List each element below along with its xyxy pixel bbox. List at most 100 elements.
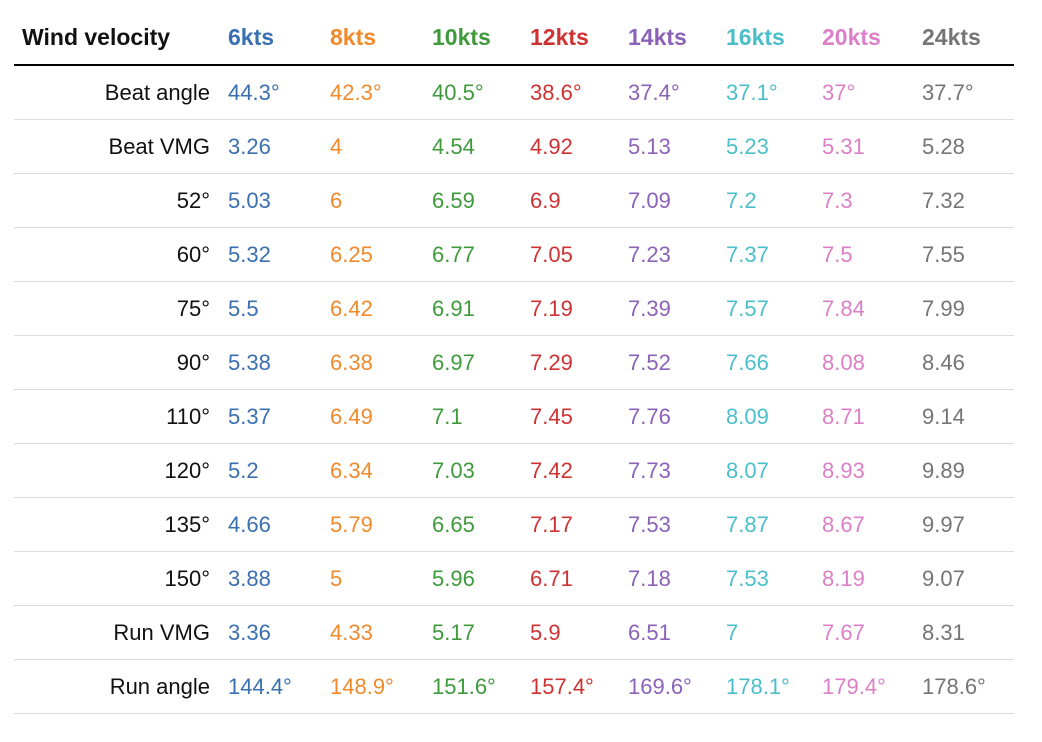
column-header-16kts: 16kts: [716, 10, 812, 66]
table-cell: 40.5°: [422, 65, 520, 120]
row-label: 120°: [14, 443, 218, 498]
table-cell: 6.97: [422, 335, 520, 390]
table-cell: 6.38: [320, 335, 422, 390]
table-cell: 9.07: [912, 551, 1014, 606]
table-cell: 42.3°: [320, 65, 422, 120]
table-cell: 7.42: [520, 443, 618, 498]
row-label: 150°: [14, 551, 218, 606]
row-label: 75°: [14, 281, 218, 336]
table-cell: 9.14: [912, 389, 1014, 444]
table-row: Beat angle 44.3° 42.3° 40.5° 38.6° 37.4° 37.1°…: [14, 65, 1014, 120]
table-cell: 7.29: [520, 335, 618, 390]
table-cell: 3.36: [218, 605, 320, 660]
table-row: Run VMG 3.36 4.33 5.17 5.9 6.51 7 7.67 8.31: [14, 605, 1014, 660]
table-cell: 6.65: [422, 497, 520, 552]
table-cell: 4: [320, 119, 422, 174]
column-header-8kts: 8kts: [320, 10, 422, 66]
table-cell: 6.25: [320, 227, 422, 282]
column-header-14kts: 14kts: [618, 10, 716, 66]
table-cell: 7.18: [618, 551, 716, 606]
table-cell: 7.57: [716, 281, 812, 336]
table-cell: 7.03: [422, 443, 520, 498]
table-cell: 7.39: [618, 281, 716, 336]
table-cell: 6.51: [618, 605, 716, 660]
table-cell: 7.52: [618, 335, 716, 390]
table-cell: 7.55: [912, 227, 1014, 282]
table-cell: 8.67: [812, 497, 912, 552]
table-cell: 6.59: [422, 173, 520, 228]
table-cell: 5.31: [812, 119, 912, 174]
row-label: 135°: [14, 497, 218, 552]
table-cell: 8.08: [812, 335, 912, 390]
table-cell: 4.54: [422, 119, 520, 174]
table-cell: 7.23: [618, 227, 716, 282]
table-cell: 8.19: [812, 551, 912, 606]
table-cell: 6.71: [520, 551, 618, 606]
table-cell: 7.3: [812, 173, 912, 228]
row-label: 110°: [14, 389, 218, 444]
row-label: Beat angle: [14, 65, 218, 120]
table-cell: 5.37: [218, 389, 320, 444]
row-label: Run angle: [14, 659, 218, 714]
table-cell: 7.37: [716, 227, 812, 282]
table-cell: 37.1°: [716, 65, 812, 120]
row-label: Beat VMG: [14, 119, 218, 174]
table-cell: 7.5: [812, 227, 912, 282]
table-cell: 37.4°: [618, 65, 716, 120]
polar-table: Wind velocity 6kts 8kts 10kts 12kts 14kts 16k…: [14, 10, 1014, 714]
table-cell: 7.99: [912, 281, 1014, 336]
table-cell: 7.67: [812, 605, 912, 660]
table-cell: 7.76: [618, 389, 716, 444]
table-cell: 7.87: [716, 497, 812, 552]
table-cell: 5.23: [716, 119, 812, 174]
row-label: Run VMG: [14, 605, 218, 660]
column-header-10kts: 10kts: [422, 10, 520, 66]
table-cell: 8.46: [912, 335, 1014, 390]
table-cell: 5.38: [218, 335, 320, 390]
table-row: Beat VMG 3.26 4 4.54 4.92 5.13 5.23 5.31 5.28: [14, 119, 1014, 174]
polar-table-container: Wind velocity 6kts 8kts 10kts 12kts 14kts 16k…: [14, 10, 1014, 714]
row-label: 52°: [14, 173, 218, 228]
table-cell: 7.32: [912, 173, 1014, 228]
table-cell: 37.7°: [912, 65, 1014, 120]
table-row: 120° 5.2 6.34 7.03 7.42 7.73 8.07 8.93 9.89: [14, 443, 1014, 498]
table-cell: 5.5: [218, 281, 320, 336]
table-cell: 169.6°: [618, 659, 716, 714]
table-cell: 3.26: [218, 119, 320, 174]
column-header-20kts: 20kts: [812, 10, 912, 66]
table-cell: 179.4°: [812, 659, 912, 714]
table-cell: 7.19: [520, 281, 618, 336]
table-cell: 6.77: [422, 227, 520, 282]
column-header-12kts: 12kts: [520, 10, 618, 66]
table-cell: 144.4°: [218, 659, 320, 714]
row-label: 90°: [14, 335, 218, 390]
table-row: 150° 3.88 5 5.96 6.71 7.18 7.53 8.19 9.07: [14, 551, 1014, 606]
table-row: 135° 4.66 5.79 6.65 7.17 7.53 7.87 8.67 9.97: [14, 497, 1014, 552]
wind-velocity-header: Wind velocity: [14, 10, 218, 66]
column-header-24kts: 24kts: [912, 10, 1014, 66]
table-row: 60° 5.32 6.25 6.77 7.05 7.23 7.37 7.5 7.55: [14, 227, 1014, 282]
table-cell: 5.13: [618, 119, 716, 174]
table-cell: 6.42: [320, 281, 422, 336]
table-cell: 8.09: [716, 389, 812, 444]
table-cell: 8.07: [716, 443, 812, 498]
table-body: Beat angle 44.3° 42.3° 40.5° 38.6° 37.4° 37.1°…: [14, 65, 1014, 714]
table-cell: 157.4°: [520, 659, 618, 714]
row-label: 60°: [14, 227, 218, 282]
table-cell: 148.9°: [320, 659, 422, 714]
table-row: 90° 5.38 6.38 6.97 7.29 7.52 7.66 8.08 8.46: [14, 335, 1014, 390]
table-cell: 44.3°: [218, 65, 320, 120]
table-cell: 7: [716, 605, 812, 660]
table-cell: 5.28: [912, 119, 1014, 174]
table-cell: 7.73: [618, 443, 716, 498]
table-cell: 8.31: [912, 605, 1014, 660]
table-cell: 5.96: [422, 551, 520, 606]
table-cell: 7.66: [716, 335, 812, 390]
table-cell: 5.17: [422, 605, 520, 660]
table-cell: 7.1: [422, 389, 520, 444]
table-cell: 5.32: [218, 227, 320, 282]
table-cell: 4.33: [320, 605, 422, 660]
table-cell: 8.71: [812, 389, 912, 444]
table-row: 52° 5.03 6 6.59 6.9 7.09 7.2 7.3 7.32: [14, 173, 1014, 228]
table-cell: 9.97: [912, 497, 1014, 552]
